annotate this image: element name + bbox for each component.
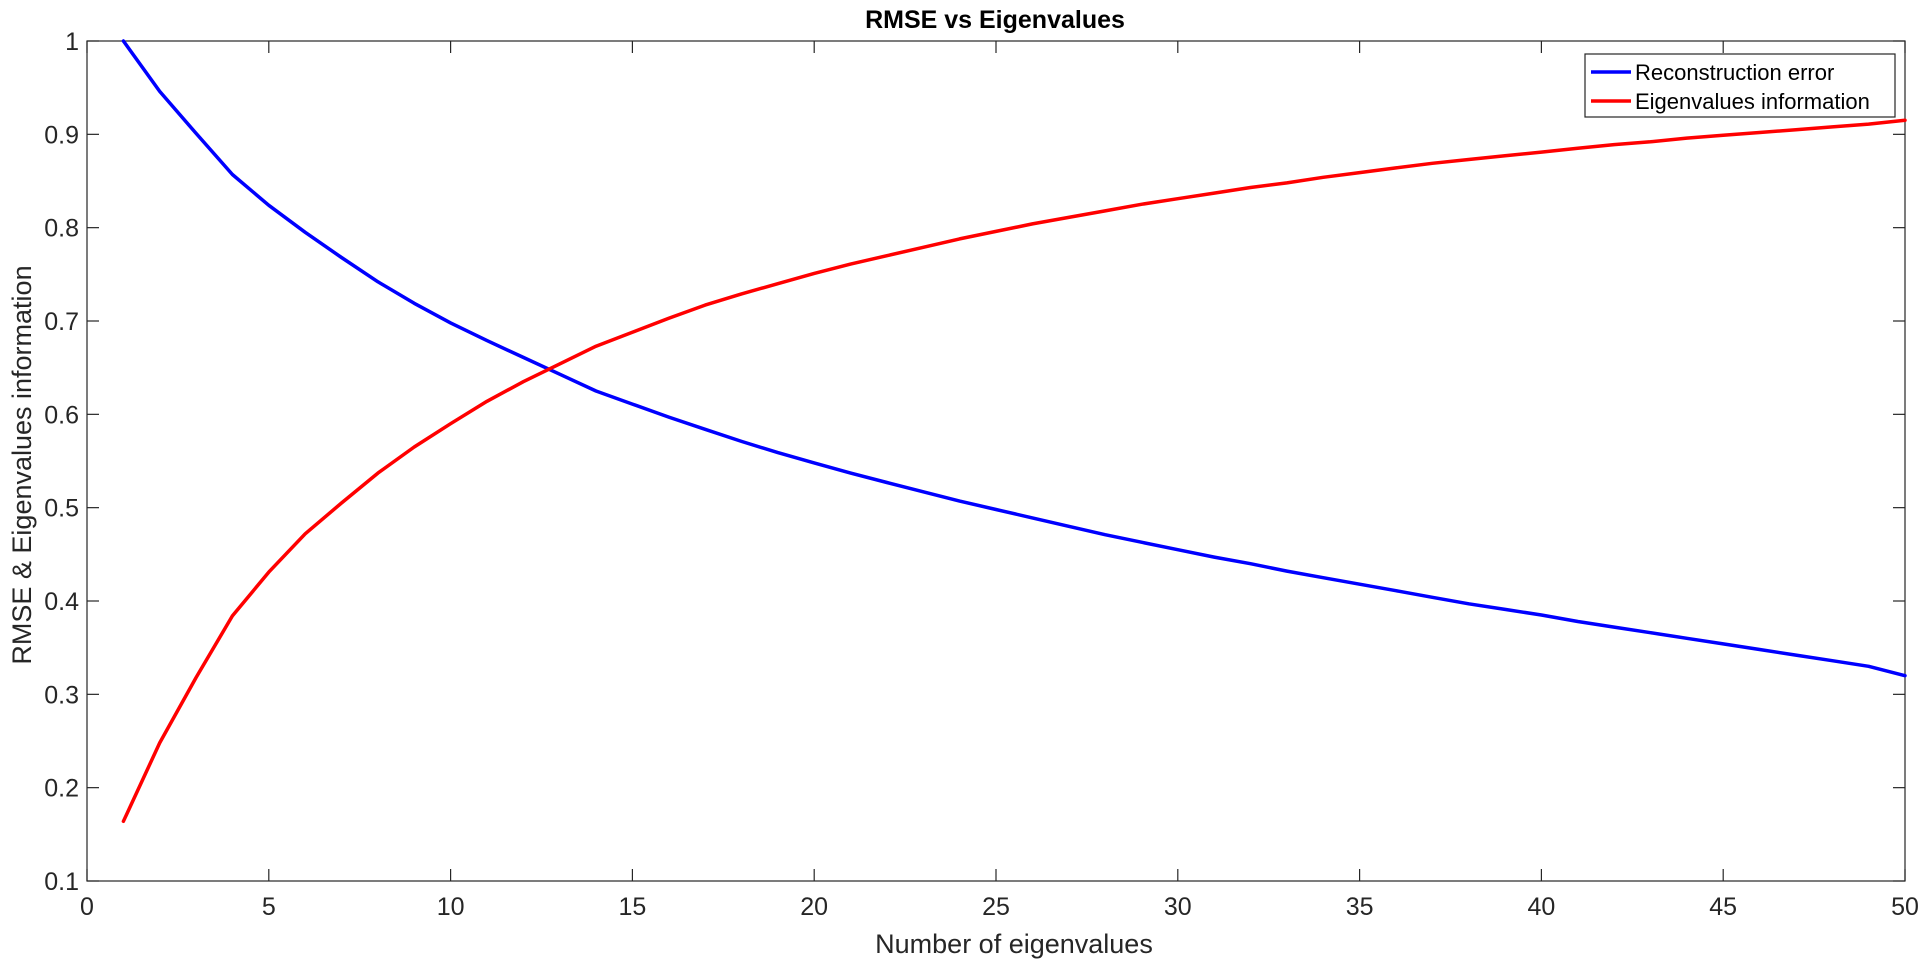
x-tick-label: 30 [1164,893,1192,921]
x-tick-label: 20 [800,893,828,921]
x-tick-label: 50 [1891,893,1919,921]
x-tick-label: 0 [80,893,94,921]
y-tick-label: 0.6 [44,401,79,429]
y-tick-label: 0.1 [44,868,79,896]
y-axis-label: RMSE & Eigenvalues information [7,265,37,664]
y-tick-label: 0.4 [44,588,79,616]
chart-title: RMSE vs Eigenvalues [865,6,1125,34]
y-tick-label: 0.2 [44,775,79,803]
legend: Reconstruction error Eigenvalues informat… [1584,53,1896,118]
y-tick-label: 0.3 [44,681,79,709]
y-tick-label: 0.9 [44,121,79,149]
x-axis-label: Number of eigenvalues [875,929,1153,959]
series-line-eigenvalues-information [121,118,1907,824]
x-tick-label: 35 [1346,893,1374,921]
x-tick-label: 45 [1709,893,1737,921]
y-tick-label: 0.7 [44,308,79,336]
y-tick-label: 0.5 [44,495,79,523]
x-tick-label: 25 [982,893,1010,921]
legend-label: Eigenvalues information [1635,89,1870,114]
y-tick-label: 0.8 [44,215,79,243]
x-tick-label: 5 [262,893,276,921]
plot-area: 0 5 10 15 20 25 30 35 40 45 50 0.1 0.2 0.3 0.4 0.5 0.6 0.… [44,28,1919,921]
y-tick-label: 1 [65,28,79,56]
legend-box [1584,53,1896,118]
x-tick-label: 40 [1527,893,1555,921]
legend-label: Reconstruction error [1635,60,1834,85]
series-line-reconstruction-error [121,39,1907,678]
x-tick-label: 15 [618,893,646,921]
x-tick-label: 10 [437,893,465,921]
